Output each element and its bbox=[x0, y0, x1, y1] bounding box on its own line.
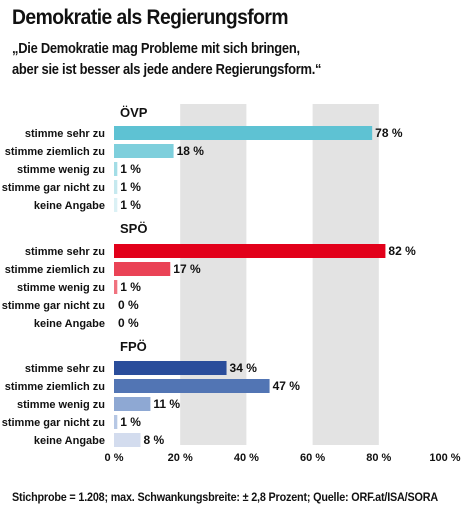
data-label: 1 % bbox=[120, 180, 141, 194]
category-label: keine Angabe bbox=[34, 435, 105, 447]
data-label: 1 % bbox=[120, 280, 141, 294]
x-tick-label: 60 % bbox=[300, 452, 325, 464]
data-label: 11 % bbox=[153, 397, 180, 411]
chart-title: Demokratie als Regierungsform bbox=[12, 6, 289, 29]
category-label: stimme sehr zu bbox=[25, 363, 105, 375]
bar bbox=[114, 397, 151, 411]
bar bbox=[114, 162, 118, 176]
bar bbox=[114, 198, 118, 212]
data-label: 82 % bbox=[388, 244, 416, 258]
bar bbox=[114, 180, 118, 194]
bar bbox=[114, 262, 171, 276]
category-label: stimme ziemlich zu bbox=[5, 381, 105, 393]
chart-subtitle: „Die Demokratie mag Probleme mit sich br… bbox=[12, 38, 321, 80]
bar-chart: 0 % 20 % 40 % 60 % 80 % 100 % ÖVP stimme sehr z… bbox=[2, 104, 461, 464]
category-label: stimme gar nicht zu bbox=[2, 300, 105, 312]
subtitle-line-1: „Die Demokratie mag Probleme mit sich br… bbox=[12, 40, 300, 57]
category-label: keine Angabe bbox=[34, 200, 105, 212]
data-label: 17 % bbox=[173, 262, 201, 276]
x-tick-label: 80 % bbox=[366, 452, 391, 464]
bar bbox=[114, 361, 227, 375]
group-label: ÖVP bbox=[120, 105, 148, 120]
data-label: 8 % bbox=[143, 433, 164, 447]
bar bbox=[114, 433, 141, 447]
x-tick-label: 20 % bbox=[168, 452, 193, 464]
data-label: 78 % bbox=[375, 126, 403, 140]
category-label: keine Angabe bbox=[34, 318, 105, 330]
category-label: stimme gar nicht zu bbox=[2, 417, 105, 429]
data-label: 0 % bbox=[118, 298, 139, 312]
bar bbox=[114, 244, 386, 258]
group-label: FPÖ bbox=[120, 339, 147, 354]
bar bbox=[114, 415, 118, 429]
data-label: 1 % bbox=[120, 162, 141, 176]
data-label: 1 % bbox=[120, 198, 141, 212]
category-label: stimme sehr zu bbox=[25, 128, 105, 140]
category-label: stimme wenig zu bbox=[17, 282, 105, 294]
grid-band bbox=[312, 104, 379, 445]
data-label: 1 % bbox=[120, 415, 141, 429]
subtitle-line-2: aber sie ist besser als jede andere Regi… bbox=[12, 61, 322, 78]
source-footnote: Stichprobe = 1.208; max. Schwankungsbrei… bbox=[12, 490, 438, 504]
x-tick-label: 0 % bbox=[105, 452, 124, 464]
x-tick-label: 40 % bbox=[234, 452, 259, 464]
bar bbox=[114, 379, 270, 393]
category-label: stimme ziemlich zu bbox=[5, 264, 105, 276]
category-label: stimme sehr zu bbox=[25, 246, 105, 258]
data-label: 47 % bbox=[273, 379, 301, 393]
data-label: 34 % bbox=[230, 361, 258, 375]
x-tick-label: 100 % bbox=[429, 452, 460, 464]
bar bbox=[114, 126, 373, 140]
category-label: stimme gar nicht zu bbox=[2, 182, 105, 194]
category-label: stimme wenig zu bbox=[17, 164, 105, 176]
category-label: stimme ziemlich zu bbox=[5, 146, 105, 158]
data-label: 18 % bbox=[177, 144, 205, 158]
data-label: 0 % bbox=[118, 316, 139, 330]
bar bbox=[114, 280, 118, 294]
category-label: stimme wenig zu bbox=[17, 399, 105, 411]
group-label: SPÖ bbox=[120, 221, 147, 236]
bar bbox=[114, 144, 174, 158]
